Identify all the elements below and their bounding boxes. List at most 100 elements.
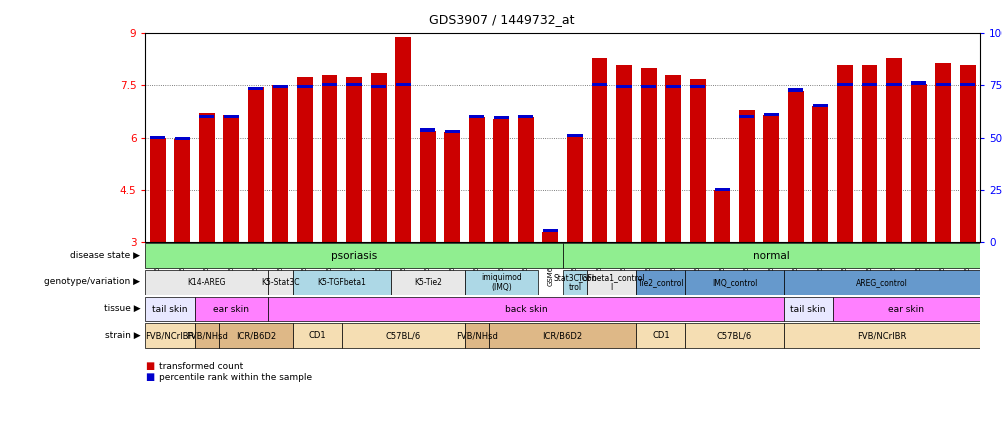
FancyBboxPatch shape: [145, 297, 194, 321]
Text: K14-AREG: K14-AREG: [187, 278, 225, 287]
Bar: [298, 85, 313, 88]
Text: ■: ■: [145, 361, 154, 371]
Bar: [419, 131, 435, 242]
Bar: [322, 83, 337, 86]
Text: disease state ▶: disease state ▶: [70, 251, 140, 260]
FancyBboxPatch shape: [635, 270, 684, 295]
Bar: [615, 65, 631, 242]
Bar: [837, 83, 852, 86]
Text: transformed count: transformed count: [159, 362, 243, 371]
Bar: [468, 117, 484, 242]
Bar: [591, 58, 607, 242]
Bar: [517, 117, 533, 242]
Text: tail skin: tail skin: [790, 305, 825, 313]
Text: strain ▶: strain ▶: [104, 331, 140, 340]
Bar: [910, 84, 926, 242]
Bar: [174, 139, 190, 242]
Bar: [836, 65, 852, 242]
FancyBboxPatch shape: [145, 243, 562, 268]
Bar: [444, 130, 459, 133]
Bar: [395, 37, 411, 242]
FancyBboxPatch shape: [783, 297, 832, 321]
Bar: [150, 136, 165, 139]
Text: ear skin: ear skin: [888, 305, 924, 313]
FancyBboxPatch shape: [194, 323, 218, 348]
FancyBboxPatch shape: [268, 270, 293, 295]
Bar: [371, 73, 386, 242]
Bar: [591, 83, 606, 86]
Bar: [247, 87, 264, 242]
Bar: [616, 85, 631, 88]
Bar: [371, 85, 386, 88]
Bar: [640, 85, 655, 88]
Text: FVB/NHsd: FVB/NHsd: [455, 331, 497, 340]
Text: TGFbeta1_control
l: TGFbeta1_control l: [577, 273, 645, 292]
Bar: [346, 77, 362, 242]
FancyBboxPatch shape: [832, 297, 979, 321]
Text: normal: normal: [753, 251, 789, 261]
Text: ICR/B6D2: ICR/B6D2: [542, 331, 582, 340]
Text: CD1: CD1: [651, 331, 669, 340]
FancyBboxPatch shape: [562, 243, 979, 268]
FancyBboxPatch shape: [684, 270, 783, 295]
Text: IMQ_control: IMQ_control: [711, 278, 757, 287]
Text: GDS3907 / 1449732_at: GDS3907 / 1449732_at: [428, 13, 574, 26]
Bar: [763, 115, 779, 242]
Bar: [885, 58, 901, 242]
FancyBboxPatch shape: [783, 323, 979, 348]
Bar: [542, 232, 558, 242]
Text: K5-TGFbeta1: K5-TGFbeta1: [317, 278, 366, 287]
FancyBboxPatch shape: [562, 270, 586, 295]
Bar: [640, 68, 656, 242]
Bar: [174, 137, 189, 140]
Bar: [273, 86, 289, 242]
Bar: [689, 85, 704, 88]
Text: Tie2_control: Tie2_control: [637, 278, 683, 287]
Bar: [518, 115, 533, 118]
Text: ■: ■: [145, 373, 154, 382]
Bar: [567, 134, 582, 137]
Text: FVB/NCrIBR: FVB/NCrIBR: [145, 331, 194, 340]
Bar: [542, 229, 557, 232]
Bar: [934, 63, 950, 242]
Bar: [664, 75, 680, 242]
Text: imiquimod
(IMQ): imiquimod (IMQ): [481, 273, 521, 292]
Text: AREG_control: AREG_control: [855, 278, 907, 287]
Bar: [493, 116, 508, 119]
Text: K5-Tie2: K5-Tie2: [414, 278, 441, 287]
FancyBboxPatch shape: [145, 323, 194, 348]
Bar: [714, 187, 729, 190]
FancyBboxPatch shape: [293, 323, 342, 348]
FancyBboxPatch shape: [145, 270, 268, 295]
Bar: [199, 115, 214, 118]
FancyBboxPatch shape: [635, 323, 684, 348]
FancyBboxPatch shape: [194, 297, 268, 321]
Text: psoriasis: psoriasis: [331, 251, 377, 261]
Text: back skin: back skin: [504, 305, 547, 313]
Text: tail skin: tail skin: [152, 305, 187, 313]
Text: tissue ▶: tissue ▶: [103, 304, 140, 313]
Text: Stat3C_con
trol: Stat3C_con trol: [553, 273, 596, 292]
Bar: [812, 107, 828, 242]
Text: ICR/B6D2: ICR/B6D2: [235, 331, 276, 340]
Text: K5-Stat3C: K5-Stat3C: [261, 278, 300, 287]
Bar: [248, 87, 264, 90]
Bar: [861, 83, 876, 86]
Bar: [689, 79, 705, 242]
Text: ear skin: ear skin: [213, 305, 249, 313]
Bar: [713, 190, 729, 242]
Text: C57BL/6: C57BL/6: [385, 331, 421, 340]
Bar: [886, 83, 901, 86]
FancyBboxPatch shape: [586, 270, 635, 295]
FancyBboxPatch shape: [489, 323, 635, 348]
Bar: [149, 138, 165, 242]
Bar: [444, 132, 460, 242]
Bar: [812, 104, 827, 107]
Bar: [346, 83, 362, 86]
Bar: [566, 136, 582, 242]
FancyBboxPatch shape: [218, 323, 293, 348]
Bar: [788, 88, 803, 91]
Bar: [738, 115, 754, 118]
Bar: [910, 81, 925, 85]
FancyBboxPatch shape: [268, 297, 783, 321]
